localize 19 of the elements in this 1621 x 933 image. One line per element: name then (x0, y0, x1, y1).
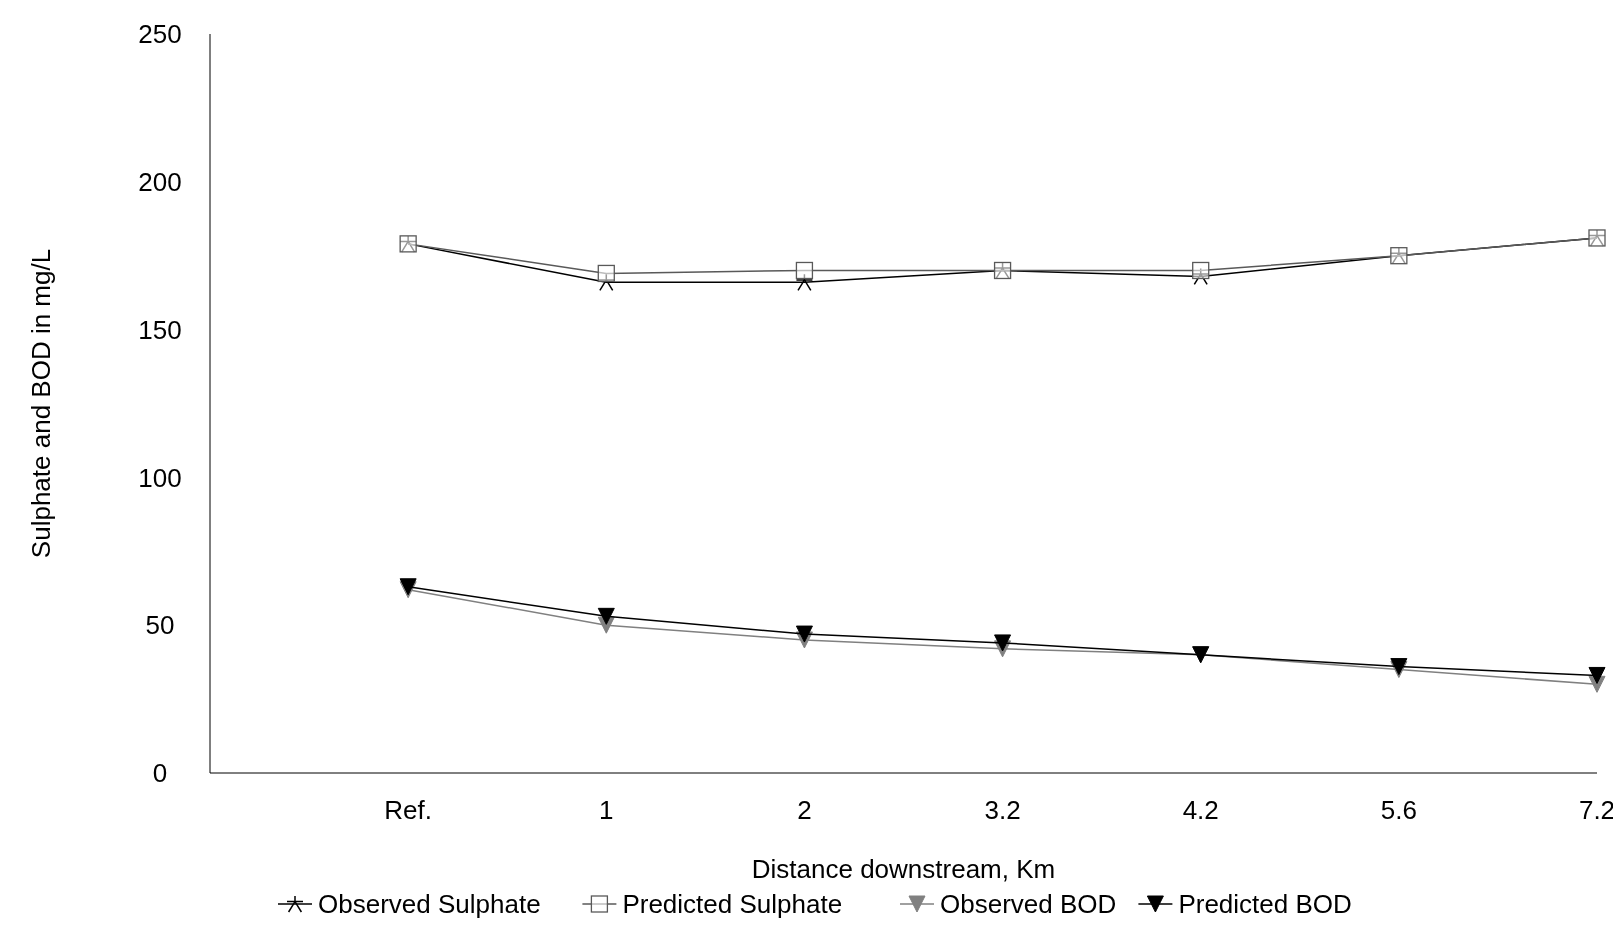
legend-label: Predicted Sulphate (622, 889, 843, 919)
x-tick-label: 7.2 (1578, 795, 1616, 825)
y-tick-label: 50 (145, 610, 175, 641)
x-axis-title: Distance downstream, Km (751, 854, 1056, 884)
x-tick-label: 2 (797, 795, 812, 825)
legend-label: Predicted BOD (1178, 889, 1352, 919)
x-tick-label: 5.6 (1380, 795, 1417, 825)
y-tick-label: 100 (138, 462, 182, 493)
x-tick-label: 3.2 (984, 795, 1021, 825)
y-tick-label: 200 (138, 166, 182, 197)
x-tick-label: 4.2 (1182, 795, 1219, 825)
y-tick-label: 250 (138, 19, 182, 50)
x-tick-label: 1 (599, 795, 614, 825)
x-tick-label: Ref. (384, 795, 432, 825)
legend-label: Observed BOD (940, 889, 1117, 919)
y-axis-title: Sulphate and BOD in mg/L (26, 248, 56, 559)
y-tick-label: 0 (152, 758, 168, 789)
y-tick-label: 150 (138, 314, 182, 345)
legend-label: Observed Sulphate (318, 889, 541, 919)
